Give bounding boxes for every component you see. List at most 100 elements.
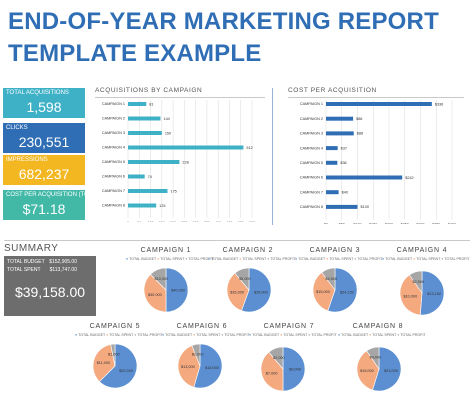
legend-dot: ● [157,257,161,261]
legend-label: TOTAL PROFIT [400,333,426,337]
total-budget-label: TOTAL BUDGET [7,259,45,265]
pie-chart: $20,000 $11,000 $1,000 [92,343,138,389]
pie-slice [282,346,306,392]
x-tick-label: 300 [193,221,199,222]
bar [128,160,180,164]
legend-label: TOTAL PROFIT [270,257,296,261]
legend-label: TOTAL BUDGET [298,257,326,261]
pie-value-label: $23,000 [384,369,398,373]
pie-title: CAMPAIGN 3 [309,247,361,254]
bar-value-label: 74 [148,175,152,179]
bar-value-label: 144 [163,117,169,121]
divider [272,88,273,225]
category-label: CAMPAIGN 4 [102,146,125,150]
pie-title: CAMPAIGN 4 [396,247,448,254]
pie-value-label: $13,152 [427,292,441,296]
pie-slice [191,343,201,367]
kpi-label: CLICKS [6,125,28,131]
pie-slice [321,267,336,291]
category-label: CAMPAIGN 4 [300,146,323,150]
pie-legend: ● TOTAL BUDGET ● TOTAL SPENT ● TOTAL PRO… [126,257,214,261]
bar-value-label: 512 [246,146,252,150]
pie-legend: ● TOTAL BUDGET ● TOTAL SPENT ● TOTAL PRO… [75,333,163,337]
kpi-card: IMPRESSIONS 682,237 [3,155,85,185]
legend-label: TOTAL BUDGET [341,333,369,337]
category-label: CAMPAIGN 2 [102,117,125,121]
pie-title: CAMPAIGN 5 [89,323,141,330]
divider [288,97,464,98]
legend-dot: ● [249,333,253,337]
bar-value-label: $36 [340,161,346,165]
pie-legend: ● TOTAL BUDGET ● TOTAL SPENT ● TOTAL PRO… [208,257,296,261]
pie-slice [92,344,116,382]
pie-slice [408,270,423,294]
summary-title: SUMMARY [4,243,59,254]
pie-slice [241,267,272,313]
category-label: CAMPAIGN 5 [102,160,125,164]
bar [326,102,432,106]
x-tick-label: $300 [417,223,425,224]
legend-label: TOTAL SPENT [329,257,354,261]
bar-value-label: 81 [149,102,153,106]
cpa-chart-title: COST PER ACQUISITION [288,87,377,94]
pie-title: CAMPAIGN 6 [176,323,228,330]
bar [128,145,244,150]
legend-label: TOTAL SPENT [372,333,397,337]
category-label: CAMPAIGN 1 [300,102,323,106]
bar [128,131,162,135]
pie-slice [312,272,336,312]
pie-slice [165,267,189,313]
legend-dot: ● [441,257,445,261]
kpi-value: $71.18 [22,201,66,217]
legend-dot: ● [208,257,212,261]
bar [326,131,354,136]
pie-value-label: $20,000 [119,369,133,373]
legend-dot: ● [280,333,284,337]
pie-title: CAMPAIGN 7 [263,323,315,330]
x-tick-label: $400 [448,223,456,224]
x-tick-label: 200 [170,221,176,222]
legend-label: TOTAL SPENT [416,257,441,261]
pie-title: CAMPAIGN 1 [140,247,192,254]
x-tick-label: $50 [339,223,345,224]
x-tick-label: 400 [215,221,221,222]
pie-value-label: $15,000 [230,290,244,294]
pie-value-label: $24,152 [340,290,354,294]
kpi-label: IMPRESSIONS [6,157,48,163]
x-tick-label: $100 [354,223,362,224]
bar-value-label: $37 [341,146,347,150]
pie-value-label: $1,000 [108,352,120,356]
pie-value-label: $25,000 [254,290,268,294]
bar-value-label: $88 [357,132,363,136]
legend-dot: ● [326,257,330,261]
legend-label: TOTAL PROFIT [224,333,250,337]
acquisitions-chart-title: ACQUISITIONS BY CAMPAIGN [95,87,203,94]
kpi-card: CLICKS 230,551 [3,123,85,153]
legend-label: TOTAL SPENT [109,333,134,337]
legend-dot: ● [239,257,243,261]
x-tick-label: $250 [401,223,409,224]
legend-label: TOTAL BUDGET [78,333,106,337]
kpi-card: COST PER ACQUISITION (TOTAL) $71.18 [3,190,101,220]
pie-value-label: $4,500 [325,277,337,281]
legend-label: TOTAL SPENT [160,257,185,261]
pie-value-label: $5,000 [239,277,251,281]
legend-dot: ● [369,333,373,337]
pie-title: CAMPAIGN 2 [222,247,274,254]
summary-box: TOTAL BUDGET $152,905.00 TOTAL SPENT $113,… [4,256,96,316]
total-spent-label: TOTAL SPENT [7,267,41,273]
pie-value-label: $30,000 [148,293,162,297]
pie-value-label: $7,000 [266,371,278,375]
bar [128,203,157,208]
legend-dot: ● [267,257,271,261]
pie-slice [150,267,167,291]
pie-slice [419,270,445,316]
pie-chart: $18,000 $13,000 $2,000 [177,343,223,389]
bar [326,160,338,165]
x-tick-label: $350 [432,223,440,224]
bar-value-label: 150 [165,131,171,135]
bar-value-label: $242 [405,176,413,180]
legend-dot: ● [162,333,166,337]
acquisitions-bar-chart: 0 50 100 150 200 250 300 350 400 450 500 550 CAMPAIG… [102,100,255,222]
pie-chart: $24,152 $15,000 $4,500 [312,267,358,313]
